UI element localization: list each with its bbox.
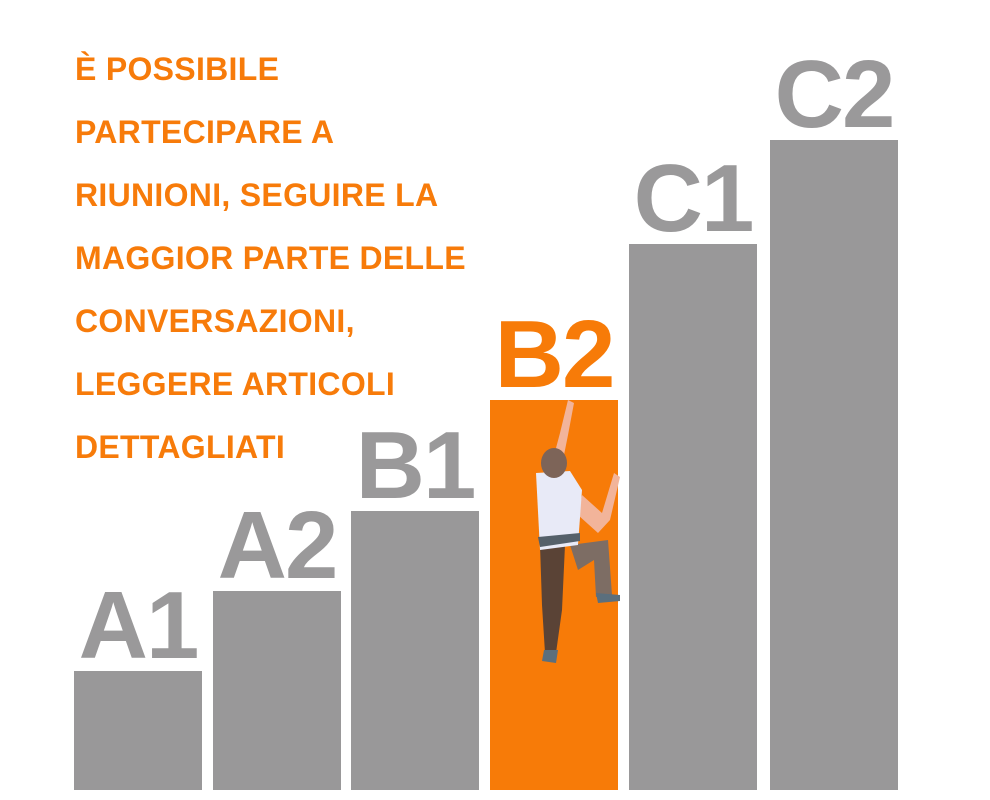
description-line: CONVERSAZIONI, [75,303,355,339]
level-label-c1: C1 [633,145,755,252]
description-line: MAGGIOR PARTE DELLE [75,240,466,276]
level-label-a1: A1 [78,572,200,679]
bar-c1 [629,244,757,790]
description-line: RIUNIONI, SEGUIRE LA [75,177,439,213]
bar-a1 [74,671,202,790]
climber-illustration-icon [536,400,620,663]
bar-b1 [351,511,479,790]
description-line: È POSSIBILE [75,51,280,87]
description-line: PARTECIPARE A [75,114,335,150]
description-line: DETTAGLIATI [75,429,286,465]
level-label-a2: A2 [217,492,339,599]
description-line: LEGGERE ARTICOLI [75,366,396,402]
level-description: È POSSIBILE PARTECIPARE A RIUNIONI, SEGU… [75,38,466,479]
level-label-c2: C2 [774,41,896,148]
level-label-b2: B2 [494,301,616,408]
bar-c2 [770,140,898,790]
level-label-b1: B1 [355,412,477,519]
bar-a2 [213,591,341,790]
